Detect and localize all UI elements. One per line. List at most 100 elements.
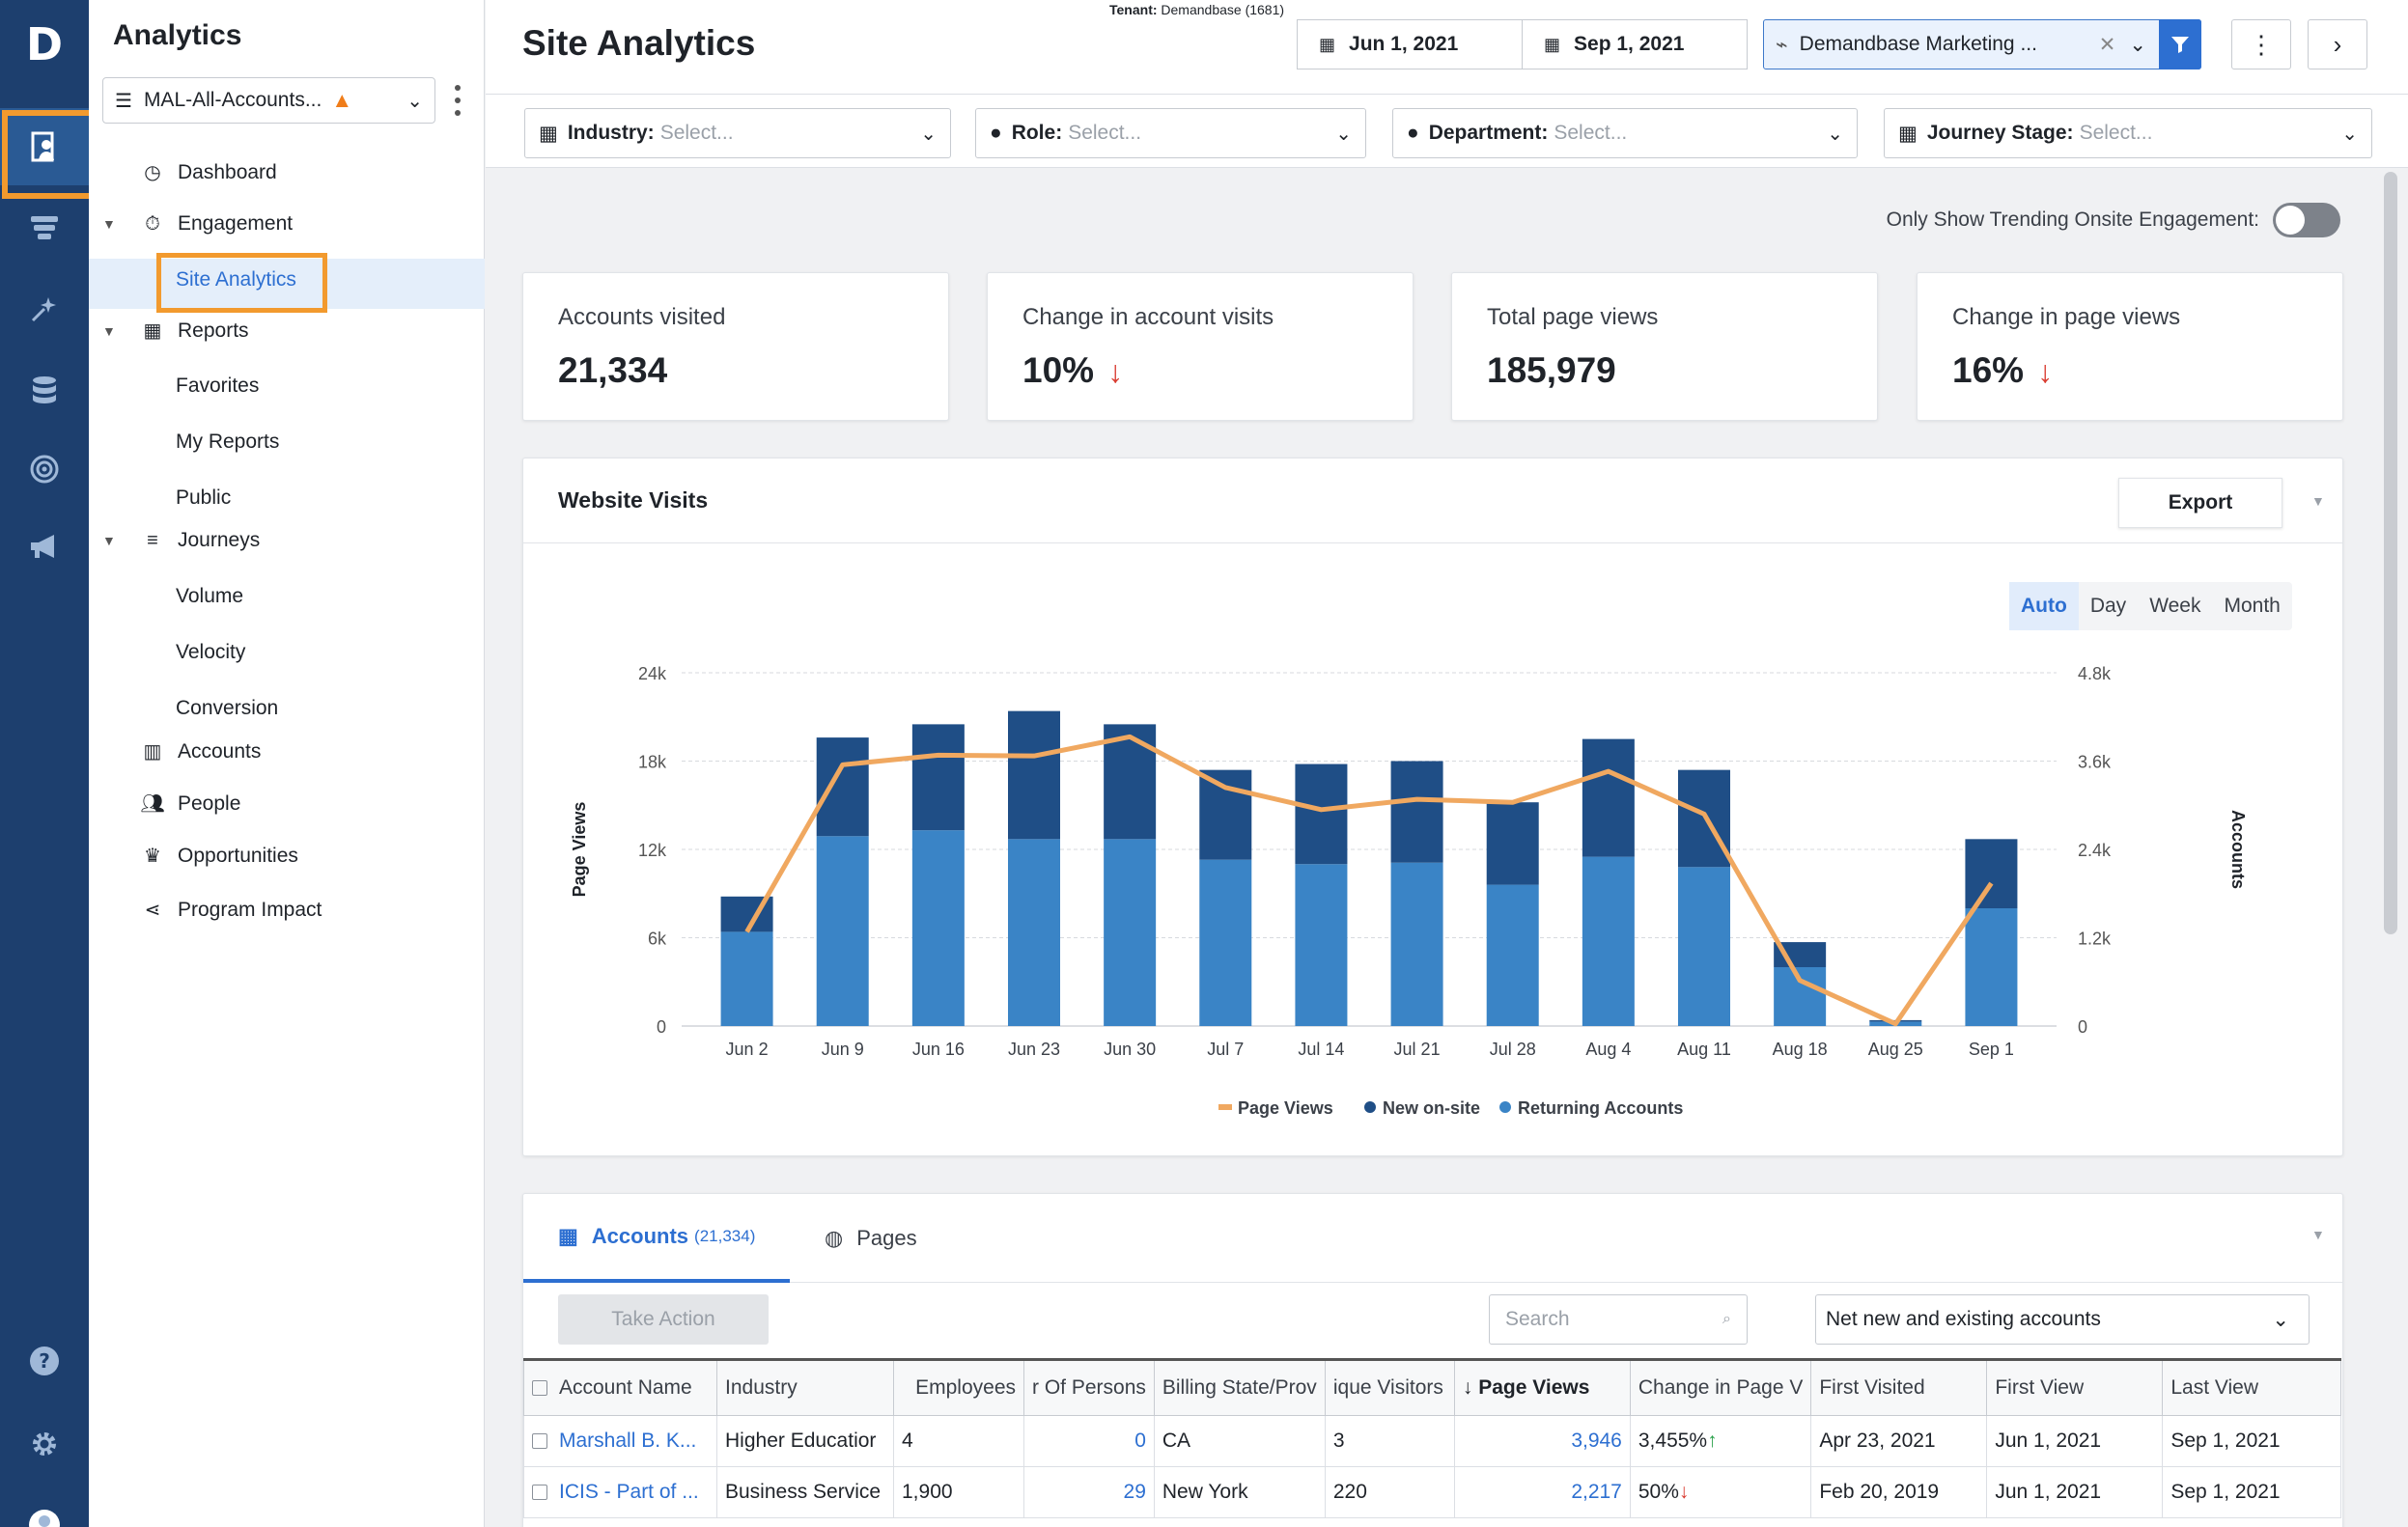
- x-tick-label: Aug 11: [1677, 1040, 1731, 1059]
- column-header-industry[interactable]: Industry: [716, 1358, 894, 1416]
- segment-select[interactable]: ⌁ Demandbase Marketing ... ✕ ⌄: [1763, 19, 2201, 69]
- department-filter[interactable]: ● Department: Select... ⌄: [1392, 108, 1858, 158]
- next-button[interactable]: ›: [2308, 19, 2367, 69]
- rail-database-button[interactable]: [0, 351, 89, 429]
- chevron-down-icon: ⌄: [920, 123, 937, 145]
- page-views-link[interactable]: 2,217: [1453, 1466, 1631, 1518]
- x-tick-label: Jun 23: [1008, 1040, 1060, 1059]
- start-date-picker[interactable]: ▦ Jun 1, 2021: [1297, 19, 1523, 69]
- kpi-change-account-visits: Change in account visits 10% ↓: [987, 272, 1414, 421]
- nav-item-favorites[interactable]: Favorites: [176, 375, 260, 397]
- account-link[interactable]: Marshall B. K...: [559, 1430, 697, 1452]
- rail-help-button[interactable]: ?: [0, 1322, 89, 1400]
- column-header-account-name[interactable]: Account Name: [523, 1358, 717, 1416]
- account-scope-select[interactable]: Net new and existing accounts ⌄: [1815, 1294, 2310, 1345]
- page-views-link[interactable]: 3,946: [1453, 1415, 1631, 1467]
- y-axis-title: Page Views: [570, 802, 589, 898]
- account-list-menu-button[interactable]: [448, 81, 467, 120]
- nav-item-people[interactable]: 👥︎ People: [140, 791, 241, 816]
- chevron-down-icon: ⌄: [2341, 123, 2358, 145]
- nav-item-velocity[interactable]: Velocity: [176, 641, 246, 663]
- nav-item-accounts[interactable]: ▥ Accounts: [139, 739, 262, 764]
- account-link[interactable]: ICIS - Part of ...: [559, 1481, 699, 1503]
- rail-settings-button[interactable]: [0, 1405, 89, 1483]
- bar-returning-accounts: [720, 931, 773, 1026]
- granularity-week[interactable]: Week: [2149, 595, 2201, 617]
- caret-down-icon[interactable]: ▼: [102, 216, 116, 232]
- select-all-checkbox[interactable]: [532, 1380, 547, 1397]
- accounts-table: Account Name Industry Employees r Of Per…: [523, 1358, 2342, 1518]
- row-checkbox[interactable]: [532, 1433, 547, 1450]
- column-header-billing-state[interactable]: Billing State/Prov: [1153, 1358, 1326, 1416]
- column-header-employees[interactable]: Employees: [893, 1358, 1024, 1416]
- website-visits-chart: 0 0 6k 1.2k 12k 2.4k 18k 3.6k 24k 4.8k Page Views A…: [570, 664, 2248, 1118]
- clear-icon[interactable]: ✕: [2098, 33, 2116, 56]
- persons-link[interactable]: 29: [1023, 1466, 1155, 1518]
- y2-tick-label: 3.6k: [2078, 753, 2112, 772]
- nav-item-conversion[interactable]: Conversion: [176, 697, 279, 719]
- nav-item-opportunities[interactable]: ♛ Opportunities: [139, 844, 298, 868]
- nav-item-reports[interactable]: ▼ ▦ Reports: [102, 319, 249, 343]
- nav-item-journeys[interactable]: ▼ ≡ Journeys: [102, 529, 261, 551]
- legend-label: Returning Accounts: [1518, 1098, 1683, 1118]
- nav-item-volume[interactable]: Volume: [176, 585, 244, 607]
- table-row[interactable]: Marshall B. K... Higher Educatior 4 0 CA…: [523, 1415, 2342, 1467]
- nav-item-program-impact[interactable]: ⋖ Program Impact: [139, 898, 322, 922]
- person-icon: ●: [1407, 122, 1419, 144]
- demandbase-logo[interactable]: D: [25, 18, 64, 70]
- filter-bar: ▦ Industry: Select... ⌄ ● Role: Select... ⌄ ● D…: [486, 95, 2408, 168]
- industry-filter[interactable]: ▦ Industry: Select... ⌄: [524, 108, 951, 158]
- collapse-caret-icon[interactable]: ▼: [2311, 1227, 2325, 1242]
- legend-swatch: [1218, 1104, 1232, 1110]
- rail-analytics-button[interactable]: [0, 108, 95, 199]
- y-tick-label: 12k: [638, 841, 667, 860]
- column-header-persons[interactable]: r Of Persons: [1023, 1358, 1155, 1416]
- rail-user-button[interactable]: [0, 1486, 89, 1527]
- tab-pages[interactable]: ◍ Pages: [825, 1226, 917, 1250]
- arrow-down-icon: ↓: [1107, 354, 1124, 389]
- rail-funnel-button[interactable]: [0, 189, 89, 266]
- granularity-auto[interactable]: Auto: [2009, 582, 2079, 630]
- role-filter[interactable]: ● Role: Select... ⌄: [975, 108, 1366, 158]
- column-header-first-view[interactable]: First View: [1986, 1358, 2164, 1416]
- page-scrollbar[interactable]: [2384, 172, 2397, 934]
- nav-item-public[interactable]: Public: [176, 486, 232, 509]
- caret-down-icon[interactable]: ▼: [102, 322, 116, 339]
- chevron-down-icon[interactable]: ⌄: [2129, 33, 2146, 56]
- persons-link[interactable]: 0: [1023, 1415, 1155, 1467]
- x-tick-label: Jul 14: [1298, 1040, 1344, 1059]
- chevron-down-icon: ⌄: [1827, 123, 1843, 145]
- search-input[interactable]: Search ⌕: [1489, 1294, 1748, 1345]
- account-list-select[interactable]: ☰ MAL-All-Accounts... ▲ ⌄: [102, 77, 435, 124]
- app-rail: D ?: [0, 0, 95, 1527]
- column-header-last-view[interactable]: Last View: [2162, 1358, 2342, 1416]
- column-header-unique-visitors[interactable]: ique Visitors: [1324, 1358, 1455, 1416]
- table-row[interactable]: ICIS - Part of ... Business Service 1,90…: [523, 1466, 2342, 1518]
- row-checkbox[interactable]: [532, 1485, 547, 1501]
- trending-toggle[interactable]: [2273, 203, 2340, 237]
- rail-megaphone-button[interactable]: [0, 508, 89, 585]
- rail-target-button[interactable]: [0, 430, 89, 508]
- caret-down-icon[interactable]: ▼: [102, 533, 116, 548]
- collapse-caret-icon[interactable]: ▼: [2311, 493, 2325, 509]
- filter-button[interactable]: [2159, 19, 2201, 69]
- granularity-month[interactable]: Month: [2224, 595, 2281, 617]
- tab-accounts[interactable]: ▦ Accounts (21,334): [523, 1194, 791, 1283]
- person-icon: ●: [990, 122, 1002, 144]
- column-header-change-page-views[interactable]: Change in Page V: [1629, 1358, 1812, 1416]
- take-action-button[interactable]: Take Action: [558, 1294, 769, 1345]
- more-options-button[interactable]: ⋮: [2231, 19, 2291, 69]
- journey-stage-filter[interactable]: ▦ Journey Stage: Select... ⌄: [1884, 108, 2372, 158]
- nav-item-engagement[interactable]: ▼ ⏱ Engagement: [102, 212, 294, 235]
- end-date-picker[interactable]: ▦ Sep 1, 2021: [1522, 19, 1748, 69]
- column-header-first-visited[interactable]: First Visited: [1810, 1358, 1988, 1416]
- column-header-page-views[interactable]: ↓ Page Views: [1453, 1358, 1631, 1416]
- export-button[interactable]: Export: [2118, 478, 2282, 528]
- granularity-day[interactable]: Day: [2089, 595, 2127, 617]
- nav-item-site-analytics[interactable]: Site Analytics: [176, 268, 296, 291]
- rail-sparkle-button[interactable]: [0, 270, 89, 347]
- target-icon: [30, 455, 59, 484]
- nav-item-dashboard[interactable]: ◷ Dashboard: [139, 160, 276, 184]
- nav-item-my-reports[interactable]: My Reports: [176, 430, 280, 453]
- bar-returning-accounts: [1199, 859, 1252, 1026]
